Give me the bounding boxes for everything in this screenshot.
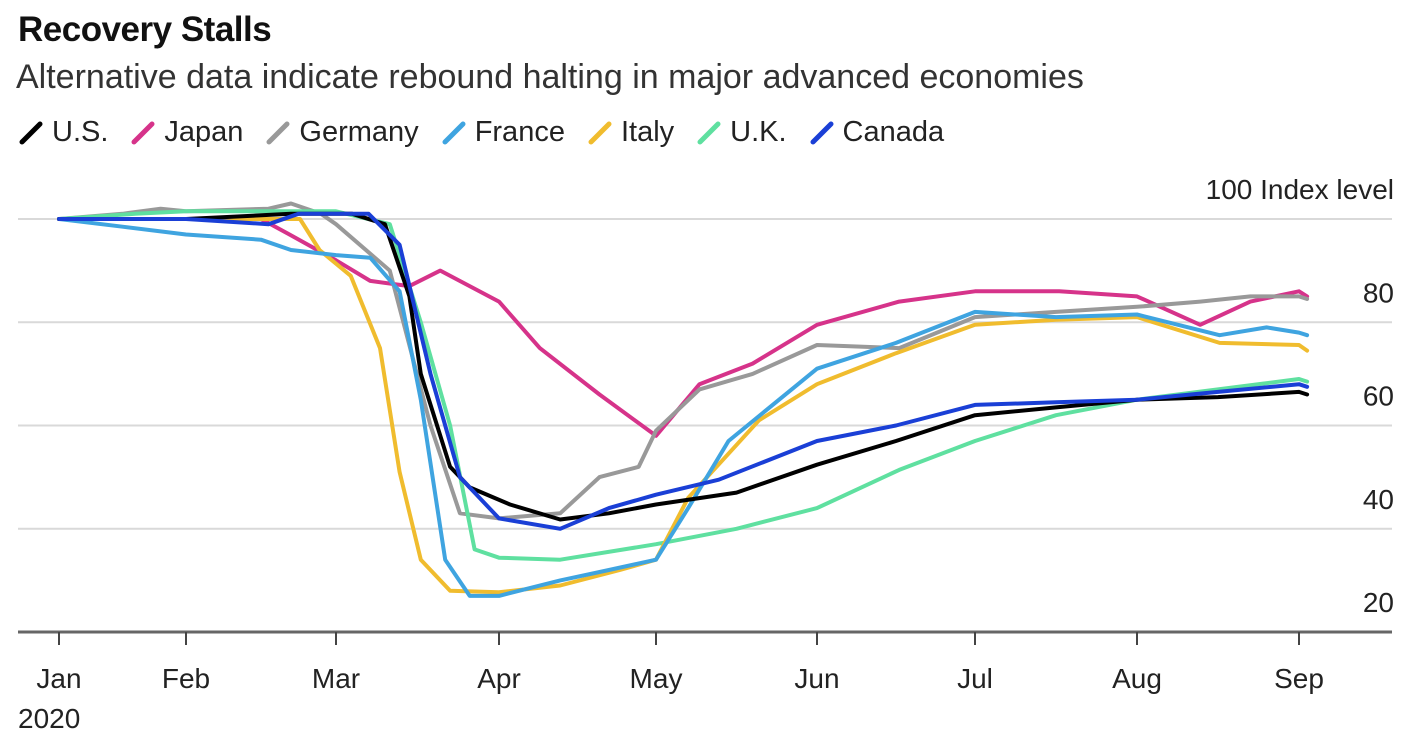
legend-item: Italy — [587, 116, 674, 149]
y-tick-label: 60 — [1363, 381, 1394, 412]
legend-item: France — [441, 116, 565, 149]
legend-item: Japan — [130, 116, 243, 149]
legend-swatch-icon — [131, 121, 155, 144]
x-tick-label: Apr — [477, 663, 521, 694]
legend-label: Japan — [164, 116, 244, 148]
x-tick-label: Feb — [162, 663, 210, 694]
legend-label: Canada — [842, 116, 945, 148]
chart-subtitle: Alternative data indicate rebound haltin… — [16, 58, 1084, 96]
series-line-italy — [57, 217, 1310, 595]
legend-item: Germany — [265, 116, 419, 149]
legend-item: Canada — [809, 116, 945, 149]
x-tick-label: Sep — [1274, 663, 1324, 694]
legend-label: France — [474, 116, 565, 148]
series-line-uk — [57, 209, 1310, 562]
legend-swatch-icon — [697, 121, 721, 144]
legend-swatch-icon — [19, 121, 43, 144]
y-tick-label: 20 — [1363, 587, 1394, 618]
x-year-label: 2020 — [18, 703, 80, 734]
legend-label: U.K. — [730, 116, 787, 148]
legend-label: U.S. — [52, 116, 109, 148]
y-tick-label: 100 Index level — [1206, 174, 1394, 205]
legend-swatch-icon — [442, 121, 466, 144]
legend-swatch-icon — [588, 121, 612, 144]
series-line-canada — [57, 211, 1310, 531]
legend-label: Italy — [620, 116, 675, 148]
x-tick-label: Mar — [312, 663, 360, 694]
series-line-france — [57, 217, 1310, 598]
series-line-germany — [57, 201, 1310, 521]
legend-item: U.S. — [18, 116, 108, 149]
series-line-us — [57, 211, 1310, 522]
legend-item: U.K. — [696, 116, 787, 149]
series-line-japan — [57, 217, 1310, 438]
x-tick-label: Jan — [36, 663, 81, 694]
legend-label: Germany — [299, 116, 419, 148]
legend-swatch-icon — [810, 121, 834, 144]
legend: U.S. Japan Germany France Italy U.K. Canada — [18, 116, 966, 149]
x-tick-label: May — [630, 663, 683, 694]
y-tick-label: 80 — [1363, 277, 1394, 308]
y-tick-label: 40 — [1363, 484, 1394, 515]
chart-title: Recovery Stalls — [18, 10, 272, 49]
x-tick-label: Jun — [794, 663, 839, 694]
x-tick-label: Jul — [957, 663, 993, 694]
x-tick-label: Aug — [1112, 663, 1162, 694]
legend-swatch-icon — [266, 121, 290, 144]
